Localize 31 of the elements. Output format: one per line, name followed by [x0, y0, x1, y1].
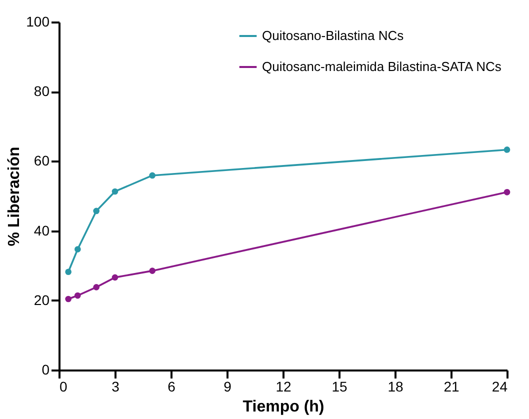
point: [504, 146, 510, 153]
point: [93, 208, 100, 214]
point: [149, 268, 156, 274]
y-tick-label: 40: [34, 222, 50, 238]
x-tick-label: 24: [492, 378, 508, 394]
point: [74, 292, 81, 299]
y-tick-label: 60: [34, 152, 50, 169]
x-tick-label: 12: [276, 378, 292, 394]
x-tick-label: 3: [112, 378, 120, 394]
x-axis-title: Tiempo (h): [242, 398, 324, 416]
x-tick-label: 21: [444, 378, 460, 394]
x-tick-label: 9: [224, 378, 232, 394]
y-tick-label: 20: [34, 292, 50, 308]
point: [65, 268, 72, 276]
y-axis-title: % Liberación: [6, 146, 24, 246]
x-tick-label: 0: [60, 378, 68, 394]
x-tick-label: 18: [388, 378, 404, 394]
point: [112, 188, 118, 195]
y-tick-label: 100: [26, 14, 50, 30]
legend-label: Quitosano-Bilastina NCs: [262, 28, 404, 43]
point: [112, 274, 118, 281]
point: [149, 172, 156, 179]
x-tick-label: 6: [168, 378, 176, 394]
point: [74, 246, 81, 252]
legend-label: Quitosanc-maleimida Bilastina-SATA NCs: [262, 59, 502, 74]
point: [93, 284, 100, 290]
y-tick-label: 0: [42, 362, 50, 378]
point: [504, 189, 510, 196]
point: [65, 296, 72, 302]
x-tick-label: 15: [332, 378, 348, 394]
y-tick-label: 80: [34, 83, 50, 100]
